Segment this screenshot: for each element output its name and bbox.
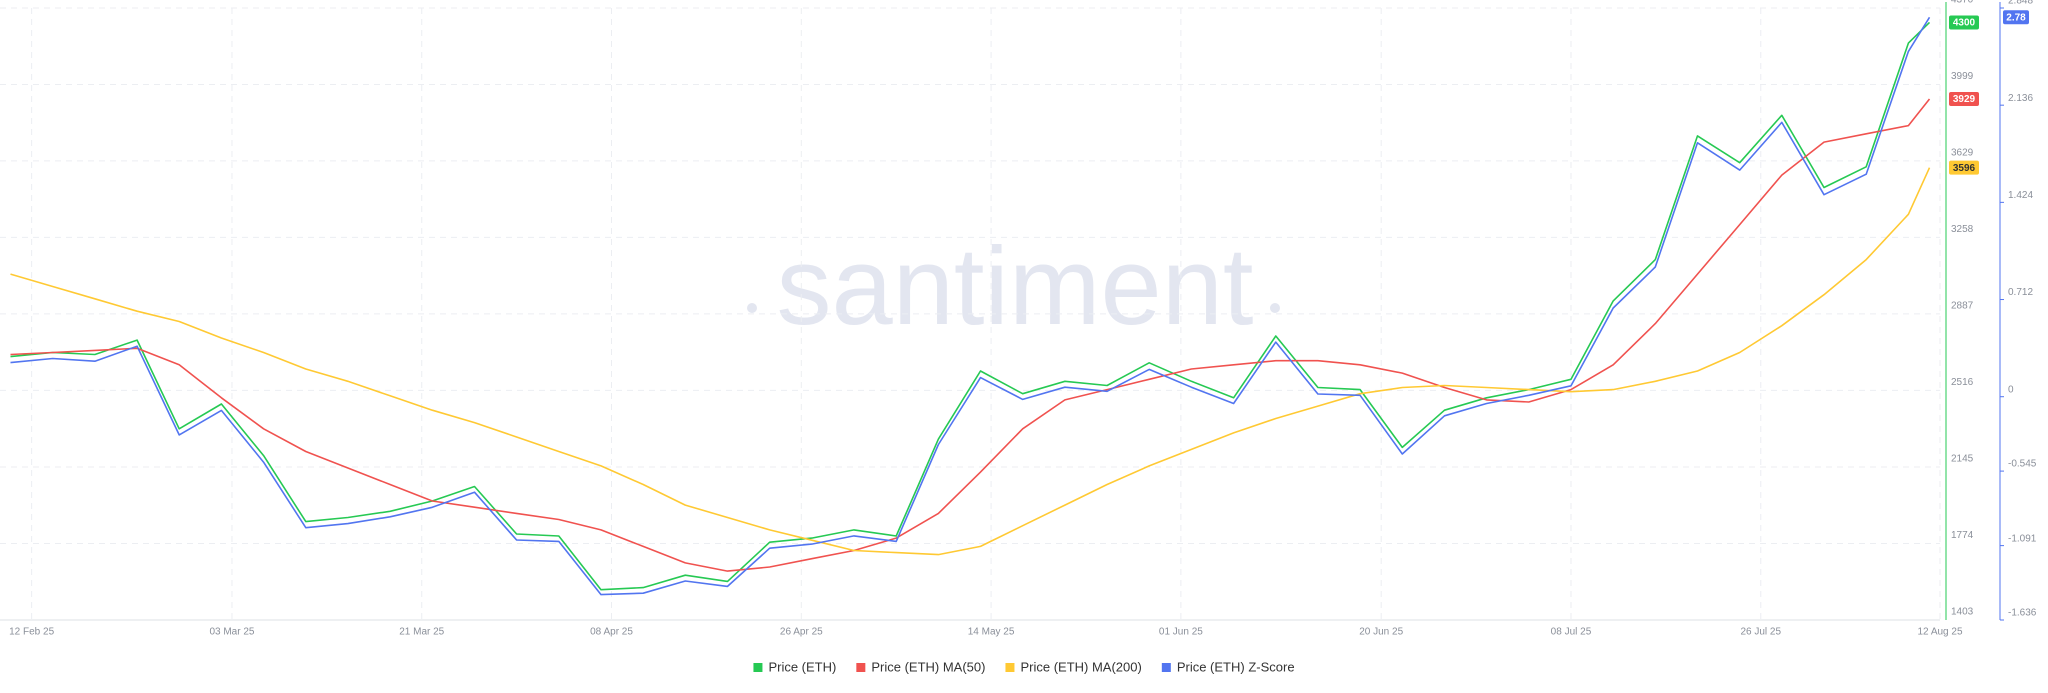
x-tick-label: 14 May 25 xyxy=(968,627,1015,638)
x-tick-label: 08 Jul 25 xyxy=(1551,627,1592,638)
y-tick-label: 1403 xyxy=(1951,607,1974,618)
y2-tick-label: 0.712 xyxy=(2008,287,2033,298)
value-badge-label: 3929 xyxy=(1953,94,1976,105)
y2-tick-label: 2.848 xyxy=(2008,0,2033,7)
y-tick-label: 3999 xyxy=(1951,71,1974,82)
y-tick-label: 4370 xyxy=(1951,0,1974,6)
y-tick-label: 2887 xyxy=(1951,301,1974,312)
legend-label: Price (ETH) MA(200) xyxy=(1020,659,1141,674)
legend-label: Price (ETH) Z-Score xyxy=(1177,659,1295,674)
value-badge-label: 4300 xyxy=(1953,18,1976,29)
x-tick-label: 26 Apr 25 xyxy=(780,627,823,638)
y-tick-label: 1774 xyxy=(1951,530,1974,541)
legend-swatch xyxy=(753,663,763,672)
legend: Price (ETH) Price (ETH) MA(50) Price (ETH)… xyxy=(753,659,1295,674)
x-tick-label: 20 Jun 25 xyxy=(1359,627,1403,638)
y2-tick-label: -1.091 xyxy=(2008,533,2037,544)
x-tick-label: 12 Aug 25 xyxy=(1917,627,1962,638)
watermark-dot xyxy=(747,303,757,313)
x-tick-label: 08 Apr 25 xyxy=(590,627,633,638)
value-badge-label: 2.78 xyxy=(2006,12,2026,23)
series-line xyxy=(10,21,1931,591)
y2-tick-label: 2.136 xyxy=(2008,93,2033,104)
watermark-dot xyxy=(1270,303,1280,313)
legend-label: Price (ETH) xyxy=(768,659,836,674)
x-tick-label: 12 Feb 25 xyxy=(9,627,54,638)
value-badge-label: 3596 xyxy=(1953,163,1976,174)
x-tick-label: 26 Jul 25 xyxy=(1740,627,1781,638)
watermark: santiment xyxy=(747,225,1280,348)
legend-swatch xyxy=(1005,663,1015,672)
legend-label: Price (ETH) MA(50) xyxy=(871,659,985,674)
legend-swatch xyxy=(1161,663,1171,672)
y2-tick-label: -0.545 xyxy=(2008,459,2037,470)
value-badge xyxy=(1949,15,1979,30)
watermark-text: santiment xyxy=(777,225,1254,348)
y-tick-label: 2516 xyxy=(1951,377,1974,388)
x-tick-label: 01 Jun 25 xyxy=(1159,627,1203,638)
series-line xyxy=(10,16,1931,596)
series-line xyxy=(10,167,1931,556)
value-badge xyxy=(2003,10,2029,25)
y2-tick-label: -1.636 xyxy=(2008,608,2037,619)
y-tick-label: 2145 xyxy=(1951,454,1974,465)
y-tick-label: 3629 xyxy=(1951,147,1974,158)
value-badge xyxy=(1949,91,1979,106)
y2-tick-label: 0 xyxy=(2008,384,2014,395)
legend-swatch xyxy=(856,663,866,672)
series-line xyxy=(10,98,1931,572)
x-tick-label: 03 Mar 25 xyxy=(209,627,254,638)
y-tick-label: 3258 xyxy=(1951,224,1974,235)
x-tick-label: 21 Mar 25 xyxy=(399,627,444,638)
y2-tick-label: 1.424 xyxy=(2008,190,2033,201)
value-badge xyxy=(1949,160,1979,175)
